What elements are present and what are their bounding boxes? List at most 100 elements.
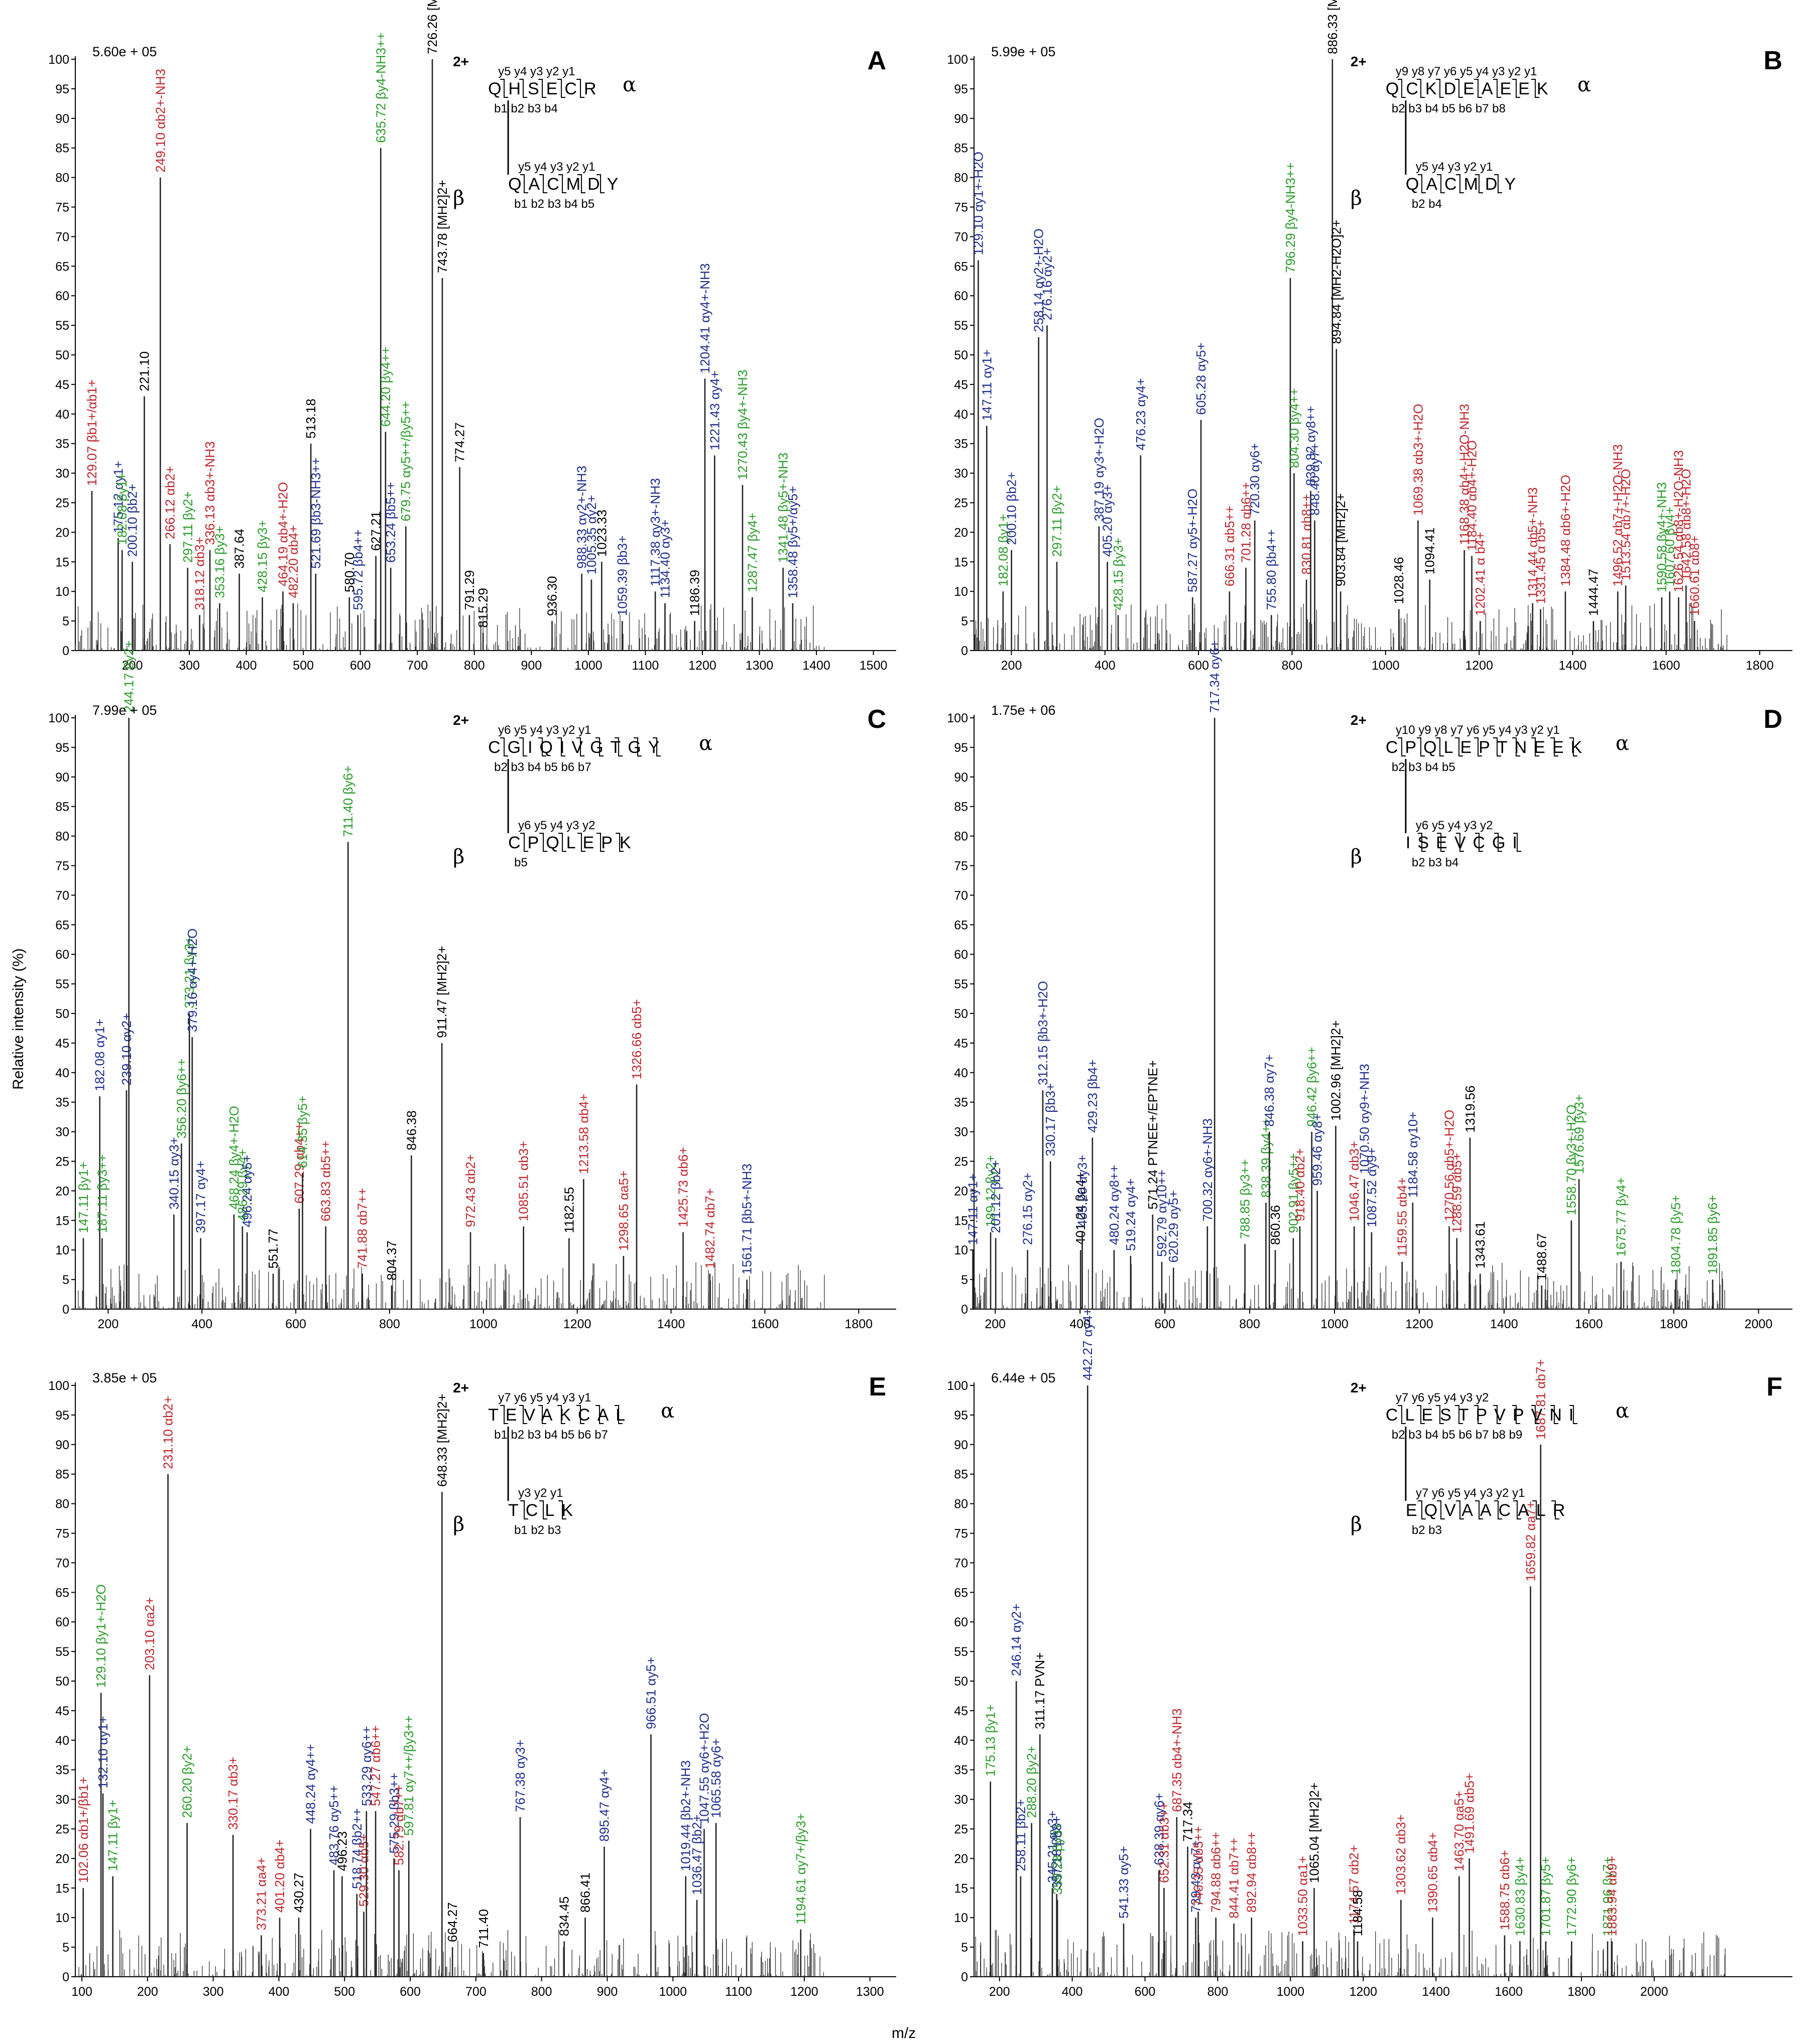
- peak-label: 448.24 αy4++: [303, 1744, 318, 1824]
- x-tick-label: 200: [122, 659, 143, 673]
- y-tick-label: 0: [961, 644, 968, 658]
- fragment-cleavage-mark: [558, 833, 567, 852]
- fragment-cleavage-mark: [520, 1500, 529, 1519]
- y-tick-label: 30: [954, 1125, 968, 1139]
- baseline-noise: [975, 603, 1728, 651]
- peak-label: 664.27: [445, 1902, 460, 1943]
- peak-label: 844.41 αb7++: [1227, 1838, 1242, 1919]
- fragment-cleavage-mark: [1494, 174, 1502, 193]
- peak-label: 429.23 βb4+: [1085, 1060, 1100, 1133]
- y-tick-label: 75: [954, 859, 968, 873]
- peak-label: 1033.50 αa1+: [1295, 1856, 1310, 1936]
- y-tick-label: 30: [55, 467, 69, 481]
- peak-label: 221.10: [137, 351, 152, 392]
- y-tick-label: 100: [48, 711, 69, 725]
- fragment-cleavage-mark: [616, 833, 624, 852]
- y-tick-label: 35: [55, 1096, 69, 1110]
- y-tick-label: 95: [954, 82, 968, 96]
- peak-label: 717.34 αy6+: [1207, 641, 1222, 713]
- fragment-cleavage-mark: [595, 1405, 604, 1424]
- x-tick-label: 1200: [688, 659, 716, 673]
- x-tick-label: 1400: [657, 1317, 685, 1331]
- y-tick-label: 70: [954, 1556, 968, 1570]
- peak-label: 318.12 αb3+: [192, 537, 207, 610]
- peak-label: 521.69 βb3-NH3++: [308, 457, 323, 569]
- x-tick-label: 300: [179, 659, 200, 673]
- y-tick-label: 45: [55, 1704, 69, 1718]
- x-tick-label: 300: [203, 1985, 224, 1999]
- peak-label: 796.29 βy4-NH3++: [1283, 163, 1298, 273]
- y-tick-label: 40: [55, 1734, 69, 1748]
- peak-label: 1626.54 αb8+-H2O-NH3: [1671, 450, 1686, 592]
- peak-label: 1687.81 αb7+: [1533, 1359, 1548, 1439]
- peak-label: 1343.61: [1473, 1221, 1488, 1268]
- fragment-cleavage-mark: [539, 1500, 548, 1519]
- fragment-cleavage-mark: [557, 1405, 566, 1424]
- y-tick-label: 90: [954, 112, 968, 126]
- x-tick-label: 1300: [856, 1985, 884, 1999]
- fragment-cleavage-mark: [1512, 737, 1520, 756]
- peak-label: 1270.43 βy4+-NH3: [735, 370, 750, 480]
- intensity-scale: 6.44e + 05: [991, 1370, 1055, 1385]
- peak-label: 741.88 αb7++: [355, 1188, 370, 1268]
- fragment-cleavage-mark: [1550, 737, 1558, 756]
- precursor-charge: 2+: [1351, 712, 1367, 728]
- peak-label: 638.39 αy6+: [1151, 1793, 1166, 1865]
- x-tick-label: 1800: [844, 1317, 873, 1331]
- b-ion-series: b2 b3 b4 b5: [1392, 760, 1456, 774]
- peak-label: 595.72 βb4++: [350, 529, 366, 610]
- precursor-charge: 2+: [1351, 54, 1367, 69]
- peak-label: 1065.04 [MH2]2+: [1306, 1782, 1321, 1883]
- peptide-sequence: CPQLEPK: [508, 833, 638, 852]
- peak-label: 276.15 αy2+: [1020, 1173, 1035, 1245]
- peak-label: 860.36: [1268, 1205, 1283, 1245]
- peak-label: 1168.38 αb4+-H2O-NH3: [1457, 404, 1472, 545]
- fragment-cleavage-mark: [1569, 1405, 1578, 1424]
- peak-label: 288.20 βy2+: [1024, 1745, 1039, 1818]
- fragment-cleavage-mark: [538, 737, 547, 756]
- y-tick-label: 100: [48, 53, 69, 67]
- peak-label: 597.81 αy7++/βy3++: [401, 1715, 416, 1836]
- peak-label: 614.35 βy5+: [295, 1096, 310, 1168]
- x-tick-label: 1400: [1422, 1985, 1450, 1999]
- peak-label: 839.82 αy8++: [1303, 406, 1318, 486]
- peak-label: 972.43 αb2+: [463, 1154, 478, 1227]
- peak-label: 1213.58 αb4+: [576, 1093, 591, 1174]
- fragment-cleavage-mark: [1474, 1405, 1482, 1424]
- peak-label: 1059.39 βb3+: [615, 536, 630, 616]
- y-ion-series: y10 y9 y8 y7 y6 y5 y4 y3 y2 y1: [1396, 723, 1560, 737]
- y-tick-label: 50: [55, 348, 69, 362]
- peak-label: 1883.94 αb9+: [1605, 1856, 1620, 1936]
- fragment-cleavage-mark: [1435, 79, 1444, 98]
- fragment-cleavage-mark: [1417, 174, 1426, 193]
- peak-label: 607.29 αb4++: [292, 1123, 307, 1204]
- peak-label: 1341.48 βy5+-NH3: [776, 453, 791, 563]
- peak-label: 260.20 βy2+: [180, 1745, 195, 1818]
- peak-label: 1513.54 αb7+-H2O: [1618, 469, 1633, 580]
- peak-label: 428.15 βy3+: [255, 520, 270, 592]
- spectrum-panel-f: 0 5 10 15 20 25 30 35 40 45 50 55 60 65 70 75 80 85 90 95 10…: [947, 1308, 1792, 1999]
- x-tick-label: 1400: [1558, 659, 1587, 673]
- y-tick-label: 80: [954, 171, 968, 185]
- peak-label: 1069.38 αb3+-H2O: [1410, 404, 1425, 515]
- fragment-cleavage-mark: [1475, 833, 1483, 852]
- y-ion-series: y5 y4 y3 y2 y1: [518, 160, 595, 174]
- peak-label: 345.21 αy3+: [1045, 1811, 1060, 1883]
- y-tick-label: 45: [954, 378, 968, 392]
- y-tick-label: 30: [954, 1793, 968, 1807]
- y-tick-label: 40: [954, 408, 968, 422]
- peak-label: 533.29 αy6++: [359, 1726, 374, 1807]
- peak-label: 711.40: [476, 1909, 491, 1948]
- b-ion-series: b1 b2 b3 b4: [494, 102, 558, 115]
- peak-label: 830.81 αb8++: [1299, 494, 1314, 575]
- chain-label: β: [453, 845, 464, 868]
- peak-label: 129.07 βb1+/αb1+: [84, 379, 99, 486]
- intensity-scale: 5.60e + 05: [92, 44, 157, 59]
- peak-label: 551.77: [266, 1229, 281, 1269]
- chain-label: α: [661, 1399, 674, 1423]
- fragment-cleavage-mark: [1512, 79, 1520, 98]
- x-tick-label: 1100: [725, 1985, 752, 1999]
- fragment-cleavage-mark: [519, 1405, 528, 1424]
- y-tick-label: 60: [954, 1615, 968, 1629]
